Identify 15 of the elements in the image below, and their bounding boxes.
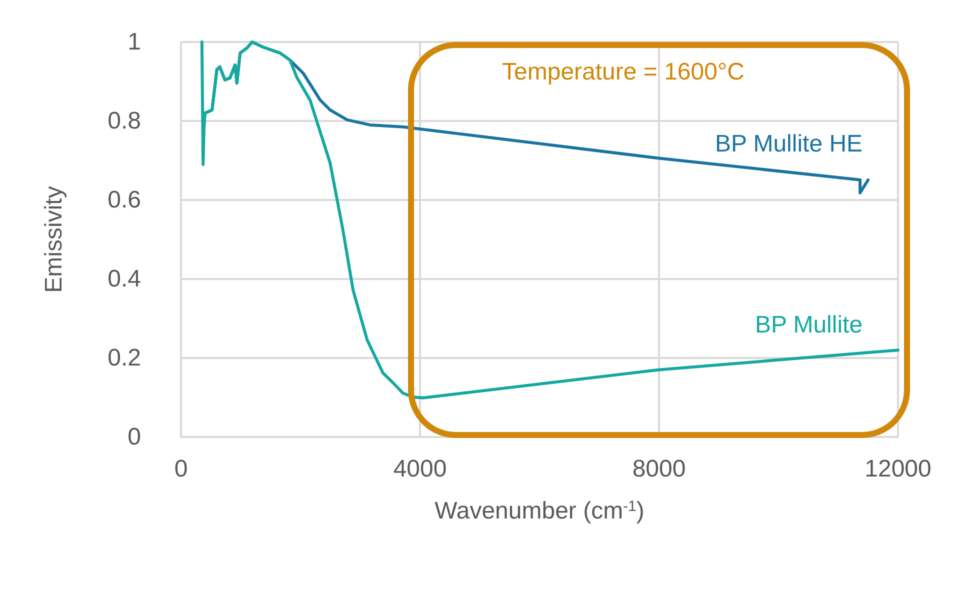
x-tick-label: 12000: [864, 456, 932, 482]
y-axis-title: Emissivity: [40, 186, 68, 293]
y-tick-label: 1: [128, 28, 141, 56]
y-tick-label: 0.2: [108, 344, 141, 372]
line-series: [200, 40, 900, 400]
x-tick-label: 0: [174, 456, 188, 482]
y-tick-label: 0.4: [108, 266, 141, 292]
x-tick-label: 8000: [632, 456, 686, 482]
annotation: Temperature = 1600°C: [502, 58, 744, 86]
y-tick-label: 0.6: [108, 186, 141, 214]
y-tick-label: 0.8: [108, 108, 141, 134]
x-tick-label: 4000: [393, 456, 447, 482]
series-label: BP Mullite: [754, 312, 863, 338]
y-tick-label: 0: [128, 424, 141, 450]
series-label: BP Mullite HE: [714, 130, 863, 158]
